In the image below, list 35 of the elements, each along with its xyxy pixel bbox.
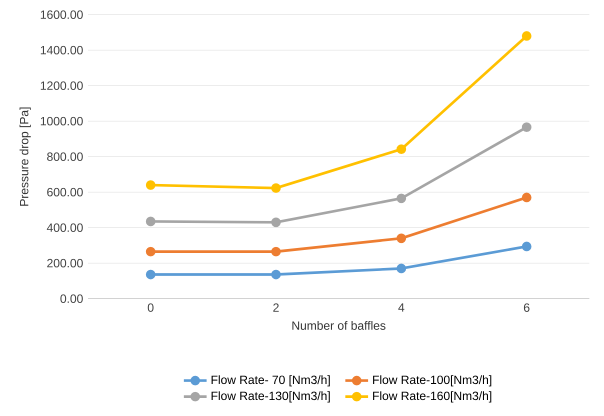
point (146, 216, 156, 226)
x-tick-label: 6 (524, 303, 530, 312)
point (396, 264, 406, 274)
y-tick-label: 800.00 (47, 152, 83, 161)
point (522, 242, 532, 252)
y-tick-label: 200.00 (47, 258, 83, 268)
legend-label: Flow Rate-160[Nm3/h] (373, 391, 492, 402)
point (522, 31, 532, 41)
legend-label: Flow Rate- 70 [Nm3/h] (212, 375, 330, 386)
point (396, 234, 406, 244)
point (146, 270, 156, 280)
point (396, 194, 406, 204)
y-tick-label: 600.00 (47, 188, 83, 196)
legend-label: Flow Rate-100[Nm3/h] (373, 375, 492, 386)
point (271, 218, 281, 228)
point (522, 122, 532, 132)
point (396, 144, 406, 154)
x-tick-label: 2 (273, 303, 279, 312)
point (271, 270, 281, 280)
y-axis-title: Pressure drop [Pa] (20, 108, 31, 206)
y-tick-label: 1000.00 (40, 116, 83, 126)
y-tick-label: 1400.00 (40, 46, 83, 54)
x-axis-title: Number of baffles (292, 321, 386, 330)
legend-label: Flow Rate-130[Nm3/h] (212, 391, 330, 402)
point (271, 246, 281, 256)
point (146, 180, 156, 190)
y-tick-label: 400.00 (46, 223, 83, 232)
y-tick-label: 0.00 (60, 294, 83, 303)
point (522, 192, 532, 202)
y-tick-label: 1600.00 (40, 10, 83, 19)
point (271, 183, 281, 193)
x-tick-label: 4 (398, 303, 404, 312)
point (146, 246, 156, 256)
x-tick-label: 0 (148, 303, 154, 312)
y-tick-label: 1200.00 (40, 81, 83, 90)
